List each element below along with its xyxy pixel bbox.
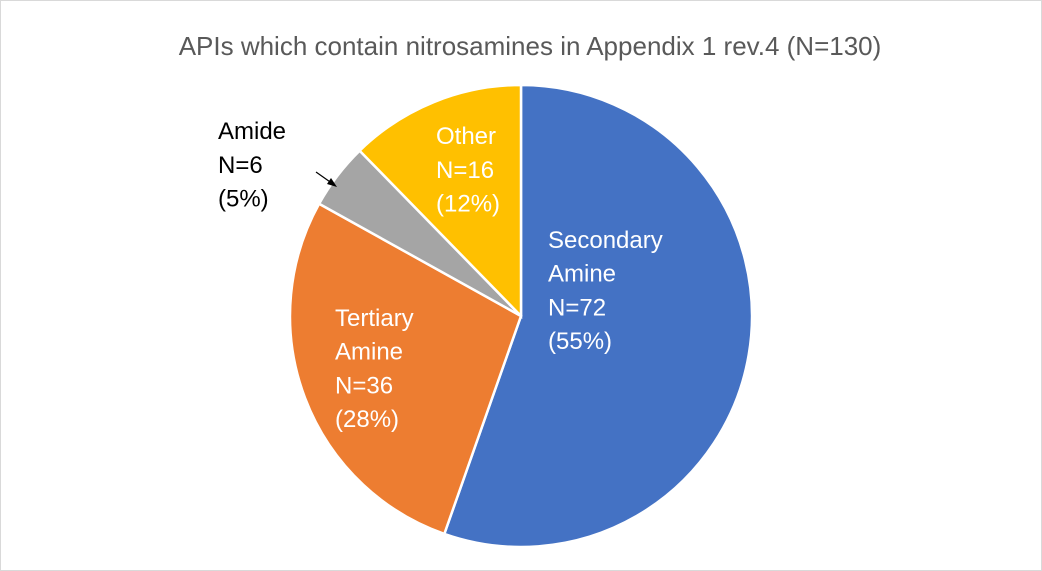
slice-percent: (5%) [218,185,269,212]
pie-slice [357,83,523,320]
slice-label: Tertiary Amine [335,305,414,366]
slice-percent: (55%) [548,328,612,355]
slice-count: N=6 [218,152,263,179]
slice-label: Secondary Amine [548,227,663,288]
chart-title: APIs which contain nitrosamines in Appen… [179,31,882,61]
pie-slice [288,202,523,536]
slice-count: N=36 [335,372,393,399]
slice-label: Other [436,123,496,150]
slice-count: N=72 [548,294,606,321]
slice-percent: (12%) [436,190,500,217]
slice-percent: (28%) [335,406,399,433]
slice-count: N=16 [436,157,494,184]
slice-label: Amide [218,118,286,145]
leader-arrow [327,178,337,187]
